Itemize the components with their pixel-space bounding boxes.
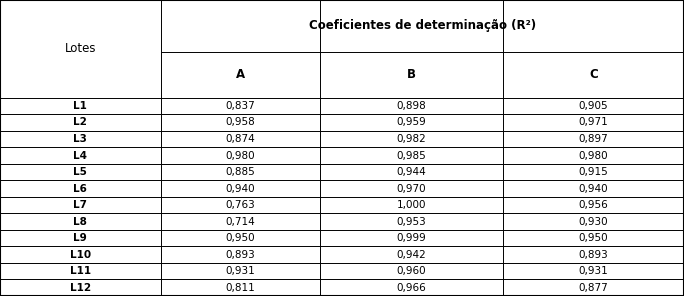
Text: 0,950: 0,950 [579, 233, 608, 243]
Text: 0,874: 0,874 [226, 134, 255, 144]
Text: 0,763: 0,763 [226, 200, 255, 210]
Text: 0,893: 0,893 [579, 250, 608, 260]
Text: L5: L5 [73, 167, 88, 177]
Text: Coeficientes de determinação (R²): Coeficientes de determinação (R²) [308, 20, 536, 32]
Text: 0,942: 0,942 [397, 250, 426, 260]
Text: 0,893: 0,893 [226, 250, 255, 260]
Text: 0,958: 0,958 [226, 118, 255, 128]
Text: L6: L6 [73, 184, 88, 194]
Text: 0,811: 0,811 [226, 283, 255, 293]
Text: 0,966: 0,966 [397, 283, 426, 293]
Text: 0,897: 0,897 [579, 134, 608, 144]
Text: 0,956: 0,956 [579, 200, 608, 210]
Text: 0,982: 0,982 [397, 134, 426, 144]
Text: 0,915: 0,915 [579, 167, 608, 177]
Text: 0,931: 0,931 [579, 266, 608, 276]
Text: 0,944: 0,944 [397, 167, 426, 177]
Text: L12: L12 [70, 283, 91, 293]
Text: 0,877: 0,877 [579, 283, 608, 293]
Text: 0,905: 0,905 [579, 101, 608, 111]
Text: 0,971: 0,971 [579, 118, 608, 128]
Text: 0,940: 0,940 [226, 184, 255, 194]
Text: L7: L7 [73, 200, 88, 210]
Text: 0,980: 0,980 [226, 151, 255, 160]
Text: Lotes: Lotes [64, 42, 96, 55]
Text: 0,959: 0,959 [397, 118, 426, 128]
Text: 0,931: 0,931 [226, 266, 255, 276]
Text: L8: L8 [73, 217, 88, 227]
Text: L1: L1 [73, 101, 88, 111]
Text: 0,885: 0,885 [226, 167, 255, 177]
Text: 0,940: 0,940 [579, 184, 608, 194]
Text: 0,930: 0,930 [579, 217, 608, 227]
Text: 0,953: 0,953 [397, 217, 426, 227]
Text: C: C [589, 68, 598, 81]
Text: 0,714: 0,714 [226, 217, 255, 227]
Text: 0,999: 0,999 [397, 233, 426, 243]
Text: 0,980: 0,980 [579, 151, 608, 160]
Text: 0,898: 0,898 [397, 101, 426, 111]
Text: 0,960: 0,960 [397, 266, 426, 276]
Text: 1,000: 1,000 [397, 200, 426, 210]
Text: L10: L10 [70, 250, 91, 260]
Text: L3: L3 [73, 134, 88, 144]
Text: 0,837: 0,837 [226, 101, 255, 111]
Text: A: A [236, 68, 245, 81]
Text: 0,970: 0,970 [397, 184, 426, 194]
Text: 0,950: 0,950 [226, 233, 255, 243]
Text: B: B [407, 68, 416, 81]
Text: L11: L11 [70, 266, 91, 276]
Text: L2: L2 [73, 118, 88, 128]
Text: L4: L4 [73, 151, 88, 160]
Text: 0,985: 0,985 [397, 151, 426, 160]
Text: L9: L9 [73, 233, 88, 243]
